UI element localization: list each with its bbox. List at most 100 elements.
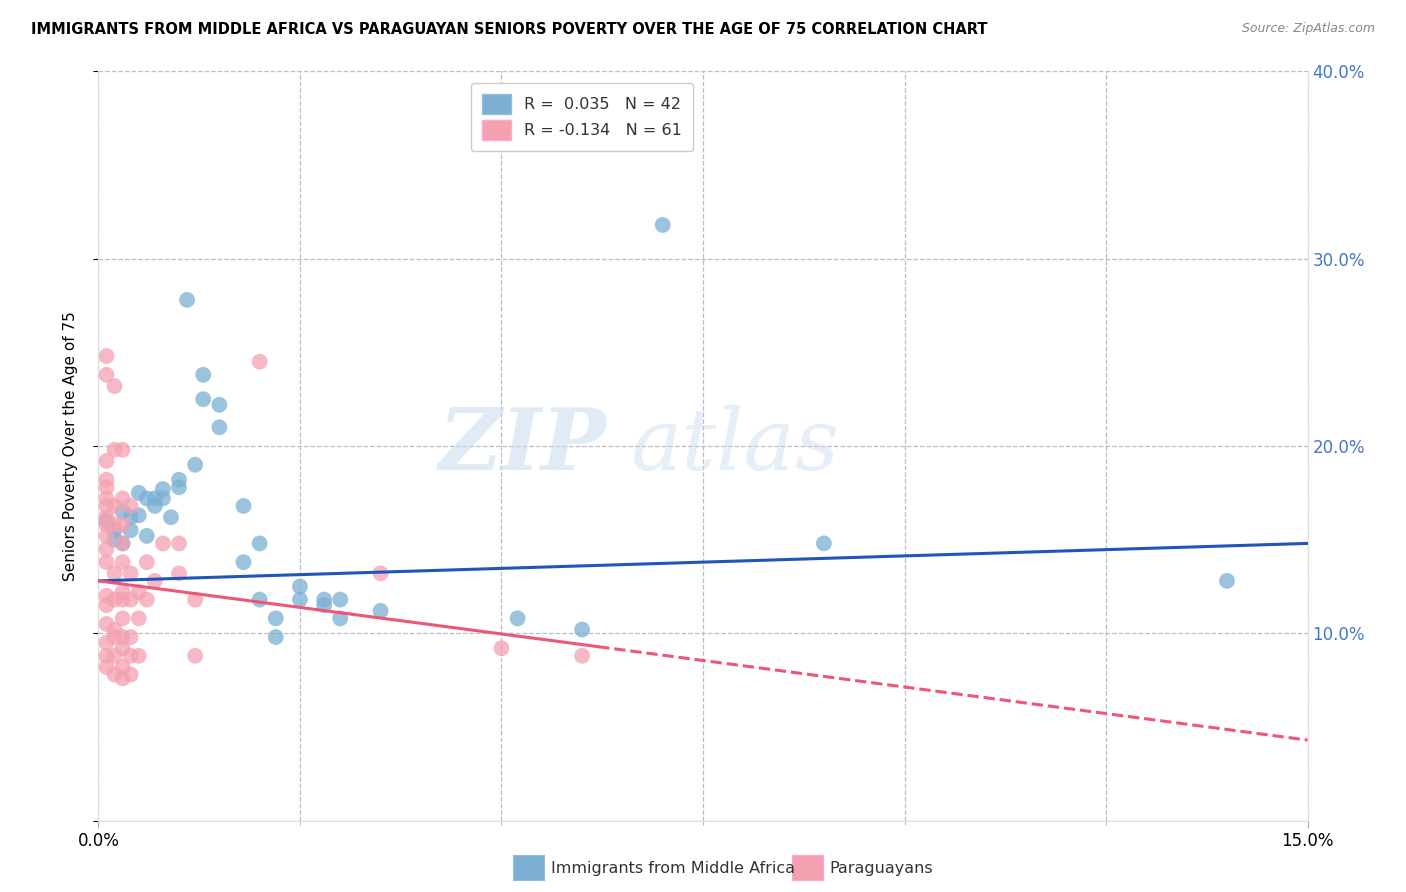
Point [120,510,142,524]
Point [135,555,157,569]
Point [193,392,215,407]
Point [103,648,125,663]
Text: IMMIGRANTS FROM MIDDLE AFRICA VS PARAGUAYAN SENIORS POVERTY OVER THE AGE OF 75 C: IMMIGRANTS FROM MIDDLE AFRICA VS PARAGUA… [31,22,987,37]
Point [249,355,271,369]
Text: atlas: atlas [630,405,839,487]
Point [96,480,118,494]
Point [167,566,190,581]
Point [103,499,125,513]
Point [96,514,118,528]
Point [96,599,118,613]
Point [813,536,835,550]
Point [152,491,174,506]
Point [111,517,134,532]
Point [103,533,125,547]
Point [167,473,190,487]
Point [96,555,118,569]
Point [111,442,134,457]
Point [1216,574,1239,588]
Point [111,555,134,569]
Point [184,458,207,472]
Point [103,623,125,637]
Point [167,536,190,550]
Point [111,611,134,625]
Point [249,536,271,550]
Point [103,517,125,532]
Point [111,671,134,685]
Point [128,585,150,599]
Point [111,585,134,599]
Point [651,218,673,232]
Point [96,617,118,632]
Point [264,611,287,625]
Point [370,604,392,618]
Point [232,499,254,513]
Point [111,641,134,656]
Point [184,592,207,607]
Point [314,592,336,607]
Legend: R =  0.035   N = 42, R = -0.134   N = 61: R = 0.035 N = 42, R = -0.134 N = 61 [471,83,693,151]
Point [128,508,150,523]
Point [288,592,311,607]
Point [103,592,125,607]
Point [96,491,118,506]
Point [143,574,166,588]
Point [120,499,142,513]
Point [249,592,271,607]
Point [96,517,118,532]
Point [111,536,134,550]
Point [184,648,207,663]
Point [103,630,125,644]
Point [135,592,157,607]
Point [571,648,593,663]
Point [96,529,118,543]
Point [128,648,150,663]
Point [120,630,142,644]
Point [96,635,118,649]
Point [96,368,118,382]
Point [152,482,174,496]
Point [288,580,311,594]
Point [120,566,142,581]
Text: Immigrants from Middle Africa: Immigrants from Middle Africa [551,862,796,876]
Point [96,542,118,557]
Point [135,529,157,543]
Point [103,379,125,393]
Point [128,486,150,500]
Point [111,660,134,674]
Point [135,491,157,506]
Text: Paraguayans: Paraguayans [830,862,934,876]
Point [111,505,134,519]
Point [96,454,118,468]
Point [120,524,142,538]
Point [103,524,125,538]
Point [120,648,142,663]
Point [96,349,118,363]
Point [208,398,231,412]
Point [103,667,125,681]
Point [329,611,352,625]
Point [120,592,142,607]
Point [96,648,118,663]
Point [491,641,513,656]
Point [111,592,134,607]
Point [96,499,118,513]
Y-axis label: Seniors Poverty Over the Age of 75: Seniors Poverty Over the Age of 75 [63,311,77,581]
Point [176,293,198,307]
Point [96,510,118,524]
Point [506,611,529,625]
Point [96,473,118,487]
Point [264,630,287,644]
Point [103,442,125,457]
Point [208,420,231,434]
Point [120,667,142,681]
Point [193,368,215,382]
Point [314,599,336,613]
Point [143,491,166,506]
Point [96,589,118,603]
Point [160,510,183,524]
Point [232,555,254,569]
Text: ZIP: ZIP [439,404,606,488]
Point [167,480,190,494]
Point [329,592,352,607]
